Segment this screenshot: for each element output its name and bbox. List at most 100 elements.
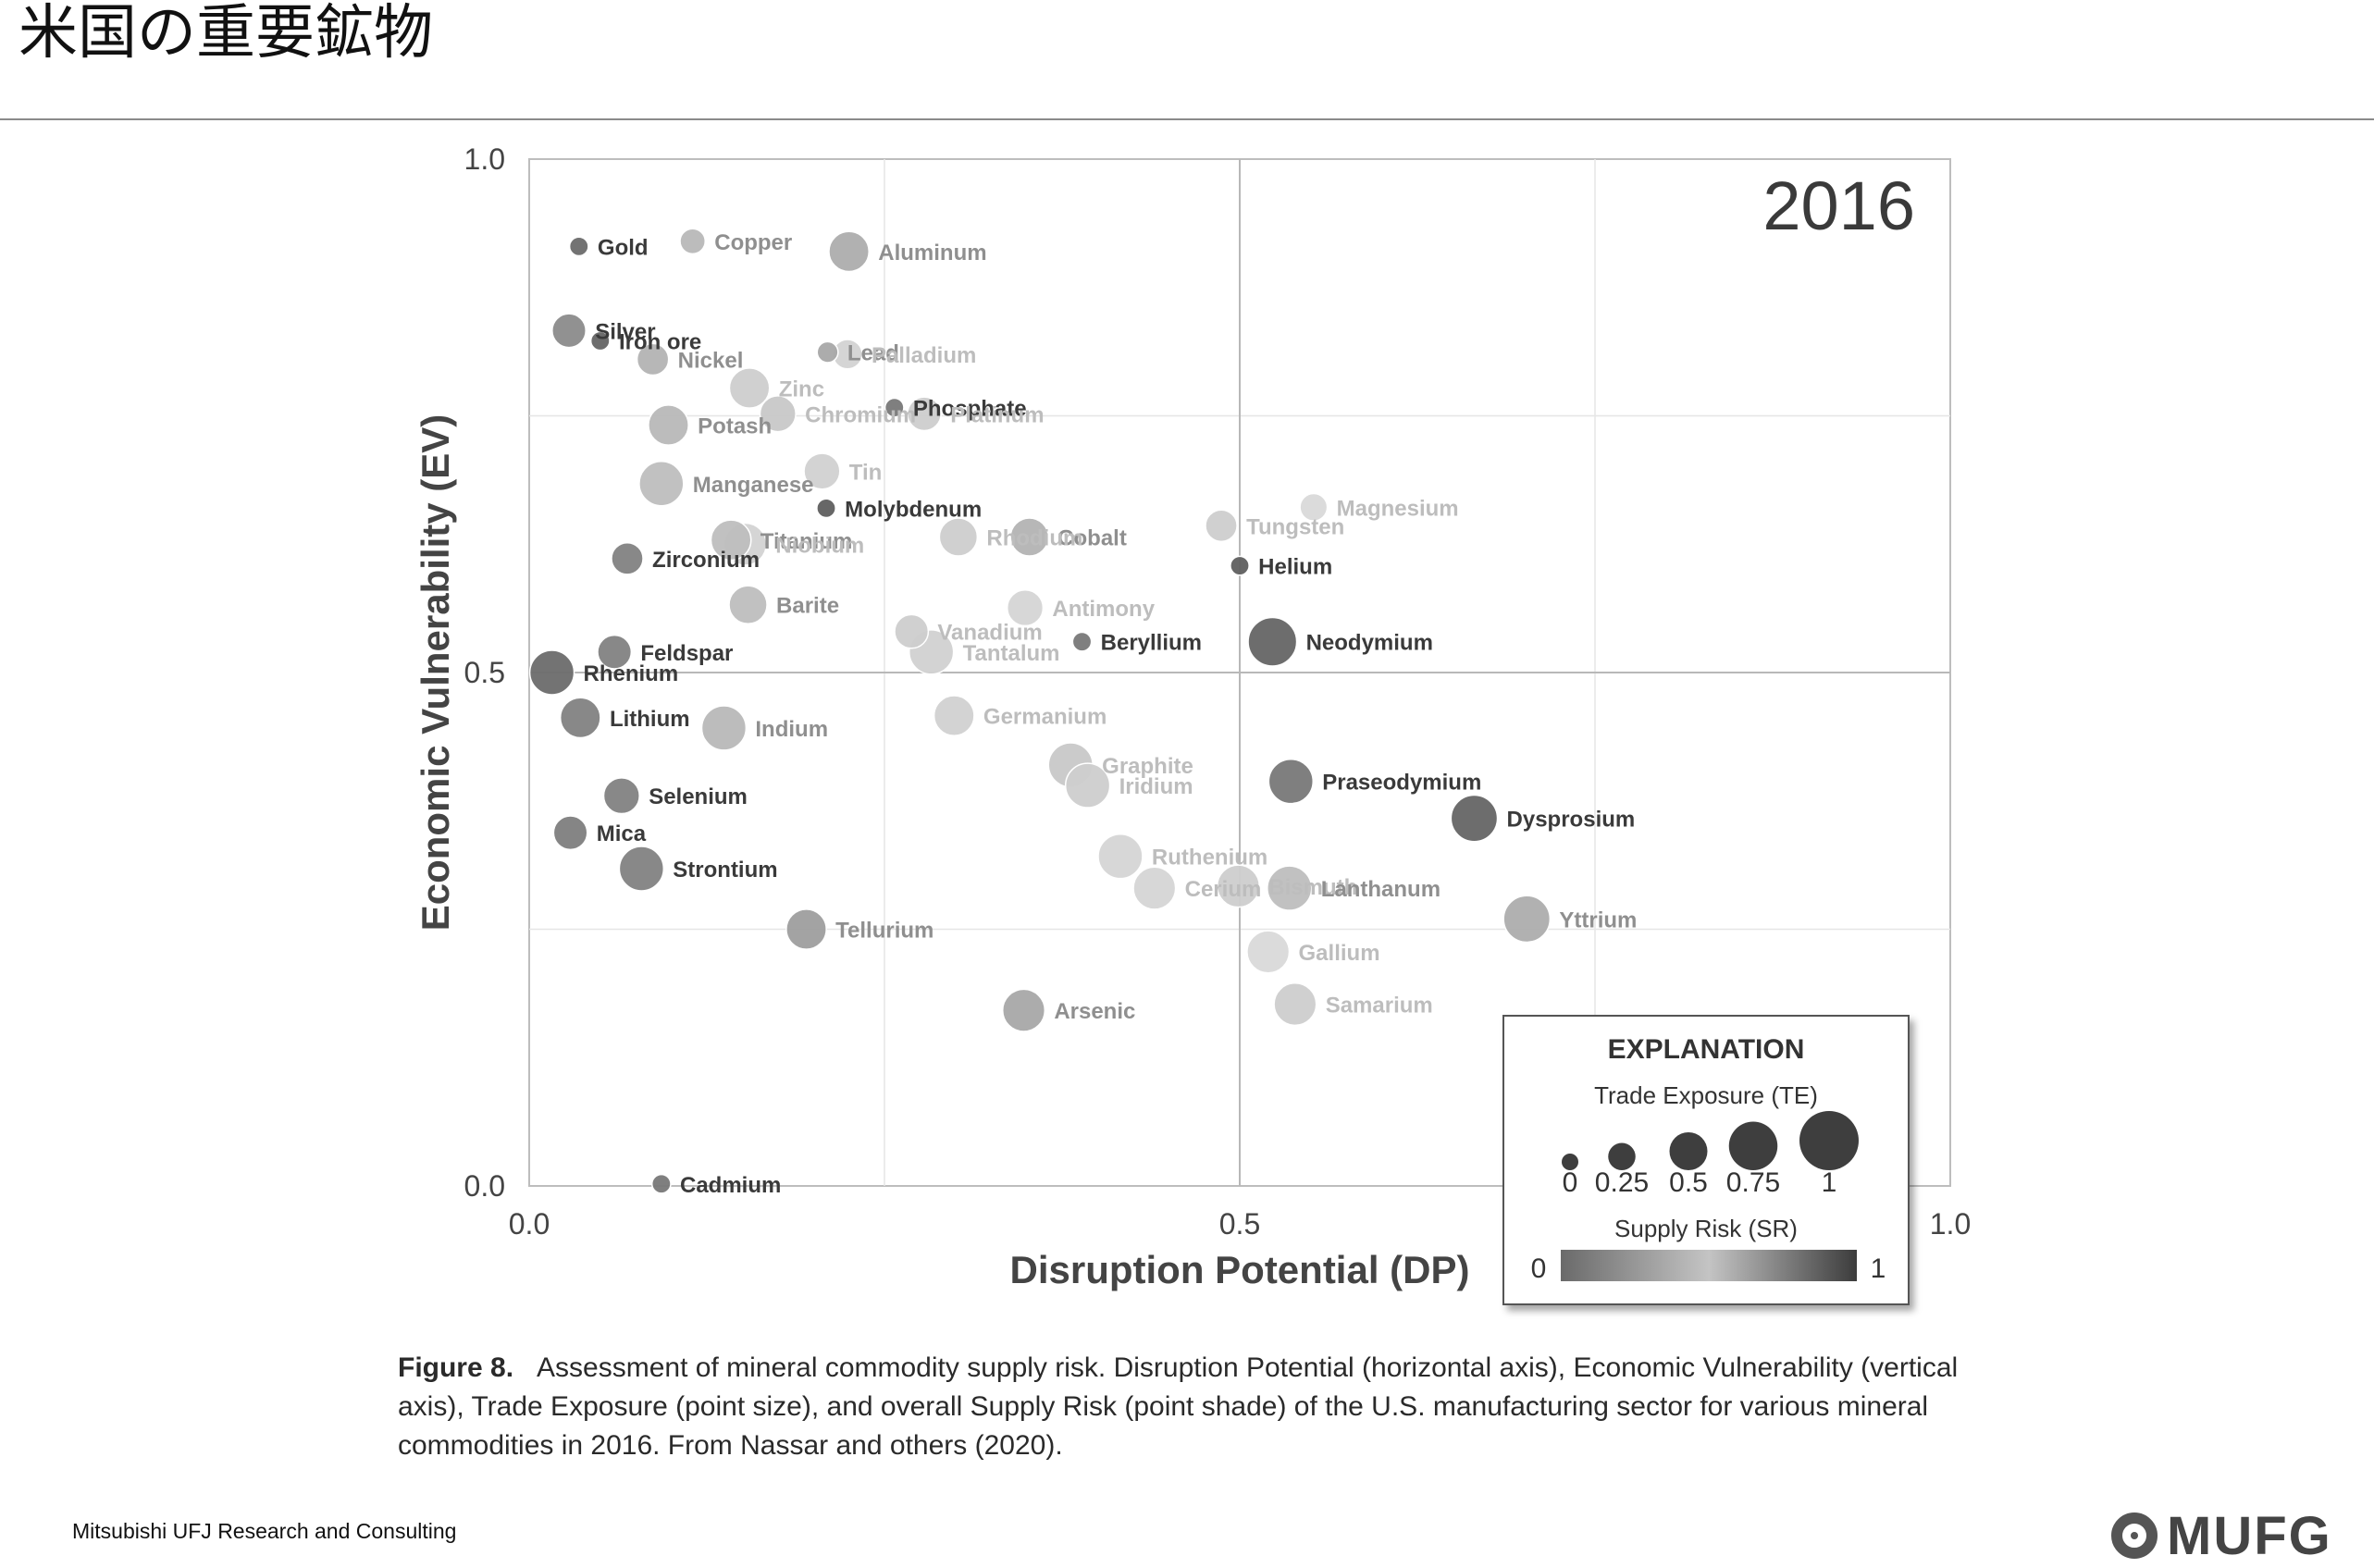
x-axis-title: Disruption Potential (DP) — [1010, 1248, 1470, 1291]
point-molybdenum — [816, 498, 836, 519]
point-barite — [728, 585, 768, 624]
point-label-samarium: Samarium — [1326, 994, 1433, 1019]
y-tick-label: 1.0 — [464, 142, 505, 176]
y-tick-label: 0.0 — [464, 1169, 505, 1203]
point-selenium — [602, 777, 640, 815]
point-aluminum — [828, 230, 870, 273]
legend-size-label: 0.5 — [1669, 1167, 1708, 1198]
point-label-barite: Barite — [776, 594, 839, 619]
point-arsenic — [1001, 988, 1046, 1032]
point-titanium — [710, 519, 752, 562]
y-axis-title: Economic Vulnerability (EV) — [414, 414, 457, 932]
point-chromium — [759, 395, 797, 433]
point-label-dysprosium: Dysprosium — [1507, 808, 1636, 833]
point-label-yttrium: Yttrium — [1559, 907, 1637, 932]
point-label-nickel: Nickel — [678, 348, 744, 373]
point-label-palladium: Palladium — [872, 343, 976, 368]
point-label-bismuth: Bismuth — [1268, 875, 1357, 900]
point-cerium — [1132, 866, 1177, 910]
point-label-molybdenum: Molybdenum — [845, 497, 982, 522]
point-label-silver: Silver — [595, 319, 655, 344]
point-tungsten — [1205, 509, 1238, 543]
point-label-selenium: Selenium — [649, 784, 748, 809]
point-magnesium — [1299, 492, 1329, 522]
x-tick-label: 0.0 — [509, 1207, 550, 1241]
point-label-strontium: Strontium — [673, 858, 777, 883]
point-mica — [552, 815, 588, 851]
point-label-lanthanum: Lanthanum — [1321, 877, 1440, 902]
point-tellurium — [785, 908, 827, 950]
point-strontium — [618, 846, 665, 892]
point-dysprosium — [1450, 794, 1499, 843]
point-label-helium: Helium — [1258, 555, 1332, 580]
point-yttrium — [1502, 895, 1552, 944]
legend-shade-max: 1 — [1871, 1253, 1886, 1284]
point-nickel — [636, 342, 670, 377]
point-potash — [648, 404, 689, 446]
legend: EXPLANATION Trade Exposure (TE) 0 0.25 0.5 0.… — [1502, 1015, 1910, 1305]
point-lithium — [559, 697, 601, 739]
point-label-copper: Copper — [714, 230, 792, 255]
legend-size-marker — [1728, 1121, 1778, 1170]
point-label-rhenium: Rhenium — [584, 661, 679, 686]
mufg-logo-text: MUFG — [2167, 1505, 2332, 1566]
x-tick-label: 0.5 — [1219, 1207, 1260, 1241]
point-label-lithium: Lithium — [610, 707, 690, 732]
point-platinum — [907, 396, 942, 432]
point-label-antimony: Antimony — [1052, 597, 1155, 622]
figure-caption: Figure 8. Assessment of mineral commodit… — [398, 1349, 1971, 1465]
point-label-feldspar: Feldspar — [640, 641, 733, 666]
point-manganese — [638, 461, 685, 507]
year-label: 2016 — [1762, 167, 1915, 244]
point-label-indium: Indium — [755, 717, 828, 742]
point-lead — [816, 340, 839, 364]
point-label-gold: Gold — [598, 235, 649, 260]
point-label-magnesium: Magnesium — [1337, 496, 1459, 521]
legend-size-label: 1 — [1822, 1167, 1837, 1198]
legend-size-label: 0 — [1563, 1167, 1578, 1198]
point-germanium — [933, 695, 975, 737]
point-rhenium — [528, 649, 575, 696]
point-label-ruthenium: Ruthenium — [1152, 846, 1267, 870]
point-silver — [551, 313, 587, 349]
footer-company: Mitsubishi UFJ Research and Consulting — [72, 1519, 457, 1543]
point-label-zinc: Zinc — [779, 377, 824, 402]
point-vanadium — [894, 613, 930, 649]
point-label-lead: Lead — [847, 341, 899, 366]
point-iron-ore — [589, 330, 611, 352]
point-gallium — [1246, 930, 1291, 974]
point-label-aluminum: Aluminum — [878, 241, 986, 265]
point-phosphate — [884, 397, 905, 418]
point-label-phosphate: Phosphate — [913, 397, 1027, 422]
point-helium — [1230, 555, 1250, 576]
x-tick-label: 1.0 — [1930, 1207, 1971, 1241]
point-label-cadmium: Cadmium — [680, 1173, 781, 1198]
point-cadmium — [650, 1173, 672, 1194]
title-divider — [0, 118, 2374, 120]
point-label-titanium: Titanium — [760, 529, 853, 554]
legend-shade-bar — [1561, 1250, 1857, 1281]
point-label-chromium: Chromium — [805, 402, 916, 427]
point-label-gallium: Gallium — [1299, 941, 1380, 966]
point-label-zirconium: Zirconium — [652, 548, 760, 573]
point-zirconium — [611, 541, 644, 575]
legend-size-title: Trade Exposure (TE) — [1594, 1081, 1818, 1109]
point-label-niobium: Niobium — [775, 533, 864, 558]
mufg-logo: MUFG — [2111, 1503, 2332, 1568]
point-label-potash: Potash — [698, 414, 772, 438]
point-label-tantalum: Tantalum — [963, 641, 1060, 666]
point-label-rhodium: Rhodium — [986, 525, 1082, 550]
point-indium — [700, 705, 748, 751]
point-tin — [803, 452, 841, 490]
legend-shade-title: Supply Risk (SR) — [1614, 1215, 1798, 1242]
point-label-germanium: Germanium — [983, 705, 1107, 730]
legend-shade-min: 0 — [1531, 1253, 1547, 1284]
point-label-neodymium: Neodymium — [1306, 631, 1433, 656]
point-label-graphite: Graphite — [1102, 754, 1193, 779]
page-title: 米国の重要鉱物 — [19, 0, 433, 68]
legend-size-label: 0.25 — [1595, 1167, 1649, 1198]
point-cobalt — [1009, 517, 1049, 557]
point-copper — [679, 228, 706, 255]
caption-text: Assessment of mineral commodity supply r… — [398, 1352, 1959, 1461]
point-label-cerium: Cerium — [1185, 877, 1262, 902]
